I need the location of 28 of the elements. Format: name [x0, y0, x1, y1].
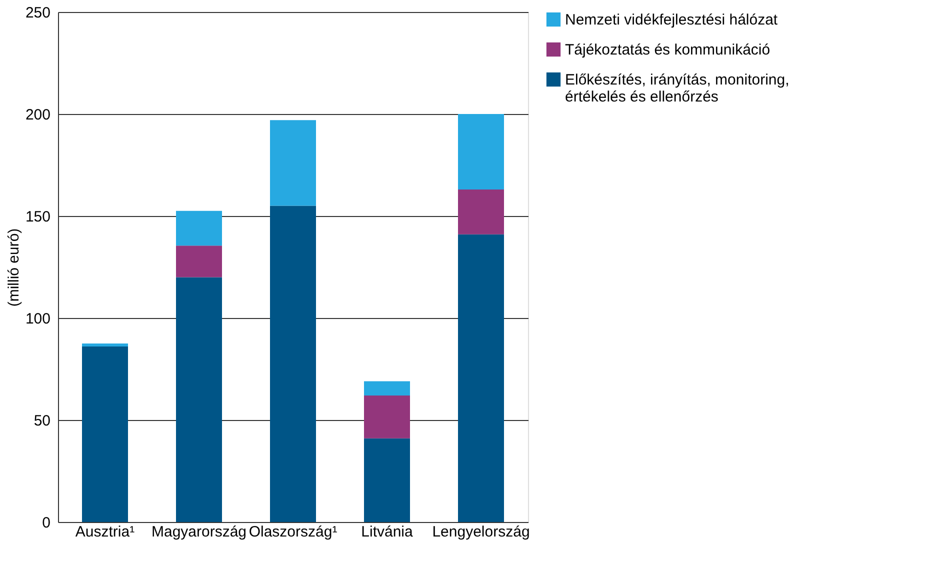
y-tick-label: 200	[25, 106, 50, 124]
bar	[270, 206, 316, 522]
y-tick-label: 0	[42, 514, 50, 532]
y-tick-label: 100	[25, 310, 50, 328]
bar	[364, 396, 410, 438]
x-tick-label: Litvánia	[361, 524, 414, 540]
bar	[364, 438, 410, 522]
y-axis-title: (millió euró)	[5, 228, 22, 307]
legend-label: Előkészítés, irányítás, monitoring, értékelés és ellenőrzés	[565, 72, 790, 106]
bar	[176, 246, 222, 278]
y-tick-label: 50	[34, 412, 50, 430]
y-tick-label: 250	[25, 4, 50, 22]
y-tick-label: 150	[25, 208, 50, 226]
bar	[270, 120, 316, 206]
bar	[82, 344, 128, 347]
x-tick-label: Lengyelország	[432, 524, 530, 540]
bar	[176, 277, 222, 522]
bar	[458, 189, 504, 234]
legend-label: Tájékoztatás és kommunikáció	[565, 42, 770, 58]
bar	[364, 381, 410, 396]
x-tick-label: Ausztria¹	[75, 524, 135, 540]
bar	[458, 114, 504, 190]
x-tick-label: Magyarország	[151, 524, 247, 540]
bar	[82, 346, 128, 522]
bar	[176, 210, 222, 246]
legend-label: Nemzeti vidékfejlesztési hálózat	[565, 12, 778, 28]
bar	[458, 234, 504, 522]
x-tick-label: Olaszország¹	[248, 524, 338, 540]
